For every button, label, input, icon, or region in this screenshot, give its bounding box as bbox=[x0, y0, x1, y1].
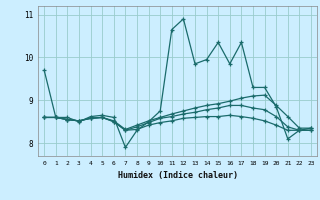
X-axis label: Humidex (Indice chaleur): Humidex (Indice chaleur) bbox=[118, 171, 238, 180]
